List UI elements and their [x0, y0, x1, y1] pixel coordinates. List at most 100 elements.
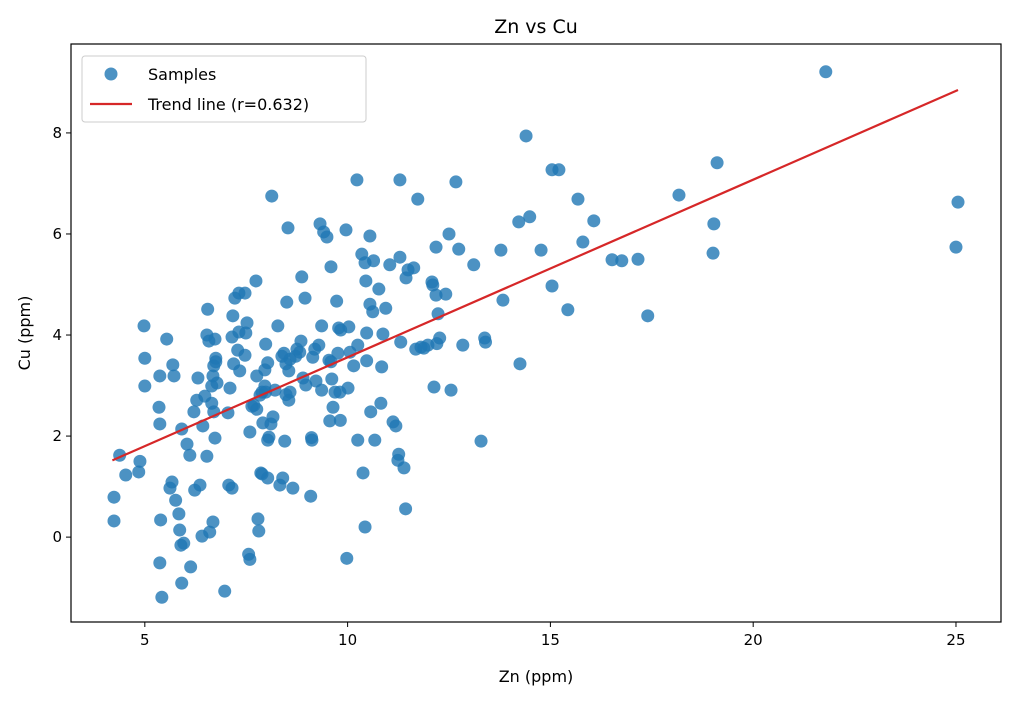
data-point — [393, 173, 407, 187]
data-point — [262, 430, 276, 444]
data-point — [208, 332, 222, 346]
data-point — [304, 489, 318, 503]
trend-line — [111, 88, 959, 462]
data-point — [347, 359, 361, 373]
data-point — [221, 406, 235, 420]
data-point — [367, 254, 381, 268]
data-point — [359, 274, 373, 288]
data-point — [951, 195, 965, 209]
data-point — [225, 481, 239, 495]
y-tick-label: 2 — [52, 427, 62, 445]
data-point — [341, 381, 355, 395]
data-point — [706, 246, 720, 260]
data-point — [324, 260, 338, 274]
data-point — [305, 431, 319, 445]
data-point — [494, 243, 508, 257]
legend: Samples Trend line (r=0.632) — [81, 55, 367, 123]
data-point — [243, 425, 257, 439]
y-axis-ticks: 0 2 4 6 8 — [52, 124, 71, 546]
data-point — [407, 261, 421, 275]
sample-points — [107, 65, 965, 604]
data-point — [615, 254, 629, 268]
data-point — [152, 400, 166, 414]
data-point — [243, 552, 257, 566]
data-point — [261, 356, 275, 370]
data-point — [206, 515, 220, 529]
data-point — [363, 229, 377, 243]
data-point — [173, 523, 187, 537]
data-point — [172, 507, 186, 521]
data-point — [280, 295, 294, 309]
data-point — [351, 338, 365, 352]
data-point — [119, 468, 133, 482]
data-point — [184, 560, 198, 574]
x-axis-label: Zn (ppm) — [499, 667, 574, 686]
data-point — [411, 192, 425, 206]
data-point — [325, 372, 339, 386]
data-point — [496, 293, 510, 307]
x-tick-label: 15 — [541, 631, 560, 649]
data-point — [545, 279, 559, 293]
data-point — [238, 348, 252, 362]
data-point — [368, 433, 382, 447]
data-point — [107, 490, 121, 504]
data-point — [201, 302, 215, 316]
data-point — [399, 502, 413, 516]
data-point — [226, 309, 240, 323]
data-point — [299, 378, 313, 392]
legend-label-samples: Samples — [148, 65, 216, 84]
data-point — [167, 369, 181, 383]
legend-label-trend: Trend line (r=0.632) — [147, 95, 309, 114]
data-point — [239, 326, 253, 340]
data-point — [281, 221, 295, 235]
data-point — [394, 335, 408, 349]
data-point — [252, 524, 266, 538]
data-point — [364, 405, 378, 419]
data-point — [819, 65, 833, 79]
data-point — [383, 258, 397, 272]
data-point — [259, 337, 273, 351]
data-point — [513, 357, 527, 371]
data-point — [376, 327, 390, 341]
data-point — [169, 493, 183, 507]
data-point — [137, 319, 151, 333]
data-point — [320, 230, 334, 244]
data-point — [707, 217, 721, 231]
data-point — [193, 478, 207, 492]
data-point — [333, 413, 347, 427]
data-point — [183, 448, 197, 462]
data-point — [250, 402, 264, 416]
data-point — [356, 466, 370, 480]
plot-frame — [70, 43, 1002, 623]
data-point — [166, 358, 180, 372]
data-point — [218, 584, 232, 598]
data-point — [180, 437, 194, 451]
data-point — [523, 210, 537, 224]
data-point — [379, 301, 393, 315]
data-point — [339, 223, 353, 237]
x-tick-label: 20 — [744, 631, 763, 649]
data-point — [710, 156, 724, 170]
data-point — [191, 371, 205, 385]
data-point — [360, 354, 374, 368]
data-point — [153, 417, 167, 431]
data-point — [133, 454, 147, 468]
data-point — [293, 345, 307, 359]
data-point — [372, 282, 386, 296]
data-point — [107, 514, 121, 528]
data-point — [374, 396, 388, 410]
data-point — [271, 319, 285, 333]
data-point — [298, 291, 312, 305]
y-tick-label: 4 — [52, 326, 62, 344]
data-point — [587, 214, 601, 228]
data-point — [397, 461, 411, 475]
data-point — [427, 380, 441, 394]
data-point — [153, 556, 167, 570]
data-point — [138, 351, 152, 365]
data-point — [426, 278, 440, 292]
data-point — [294, 334, 308, 348]
data-point — [442, 227, 456, 241]
data-point — [571, 192, 585, 206]
data-point — [154, 513, 168, 527]
y-tick-label: 0 — [52, 528, 62, 546]
